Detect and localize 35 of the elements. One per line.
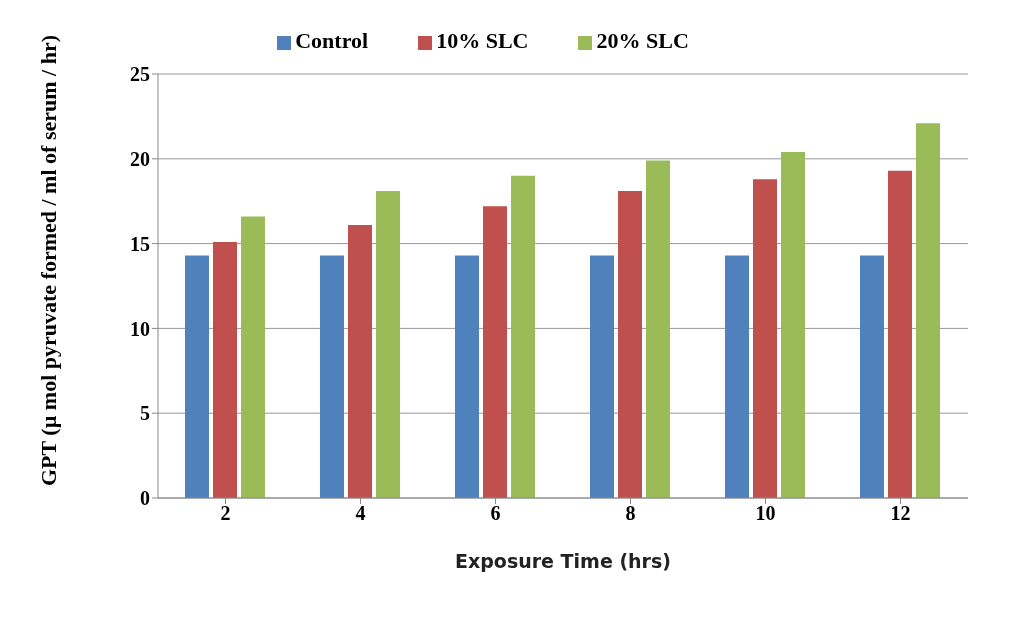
legend-label: Control (295, 28, 369, 53)
bar (860, 255, 884, 498)
bar (376, 191, 400, 498)
legend-label: 10% SLC (436, 28, 529, 53)
bar (185, 255, 209, 498)
bar (916, 123, 940, 498)
bar (618, 191, 642, 498)
y-tick-label: 15 (130, 232, 150, 255)
x-tick-label: 10 (755, 502, 776, 525)
bar (511, 175, 535, 498)
x-tick-label: 6 (490, 502, 501, 525)
x-tick-label: 2 (220, 502, 231, 525)
x-tick-label: 4 (355, 502, 366, 525)
bar (455, 255, 479, 498)
legend-label: 20% SLC (596, 28, 689, 53)
bar (483, 206, 507, 498)
y-tick-label: 10 (130, 317, 150, 340)
x-axis-title: Exposure Time (hrs) (455, 550, 671, 572)
x-tick-label: 8 (625, 502, 636, 525)
bar (348, 224, 372, 498)
y-tick-label: 5 (140, 402, 150, 425)
y-axis-title: GPT (µ mol pyruvate formed / ml of serum / hr) (35, 35, 61, 486)
y-tick-label: 25 (130, 63, 150, 86)
y-tick-label: 0 (140, 487, 150, 510)
bar (320, 255, 344, 498)
x-tick-label: 12 (890, 502, 911, 525)
bar (241, 216, 265, 498)
bar (646, 160, 670, 498)
bar (888, 170, 912, 498)
bar (590, 255, 614, 498)
bar (213, 241, 237, 498)
y-tick-label: 20 (130, 147, 150, 170)
bar (725, 255, 749, 498)
bar (753, 179, 777, 498)
bar (781, 152, 805, 498)
